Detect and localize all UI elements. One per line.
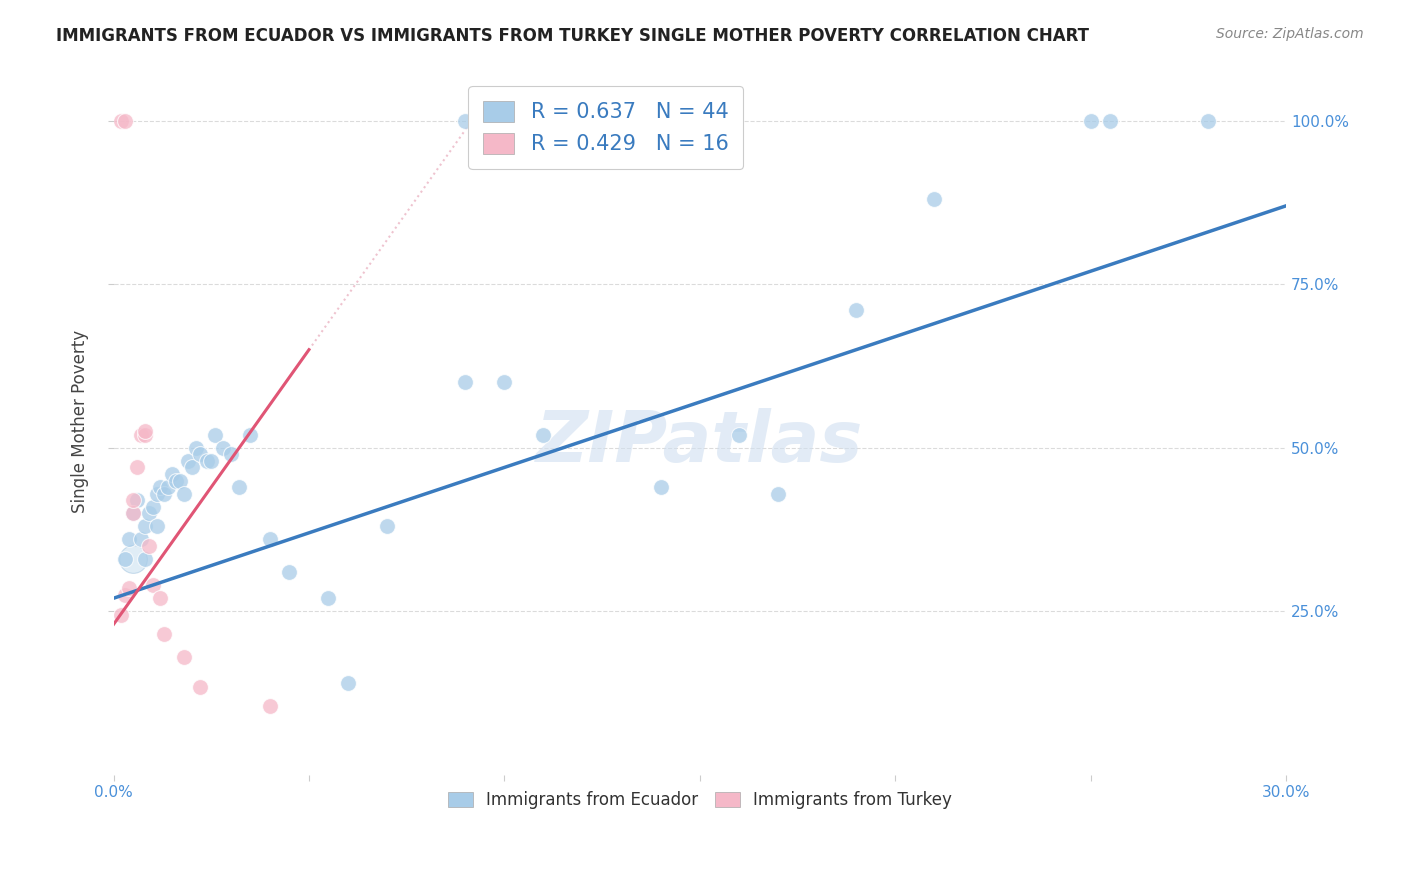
Point [766, 486, 789, 500]
Point [122, 493, 145, 508]
Point [118, 582, 141, 596]
Point [845, 303, 868, 318]
Point [122, 506, 145, 520]
Point [177, 454, 200, 468]
Point [142, 500, 165, 514]
Point [142, 578, 165, 592]
Point [160, 467, 183, 481]
Point [259, 699, 281, 714]
Point [650, 480, 672, 494]
Y-axis label: Single Mother Poverty: Single Mother Poverty [72, 330, 89, 513]
Point [173, 486, 195, 500]
Point [149, 480, 172, 494]
Point [138, 539, 160, 553]
Point [200, 454, 222, 468]
Point [114, 552, 136, 566]
Point [278, 565, 301, 579]
Point [125, 460, 148, 475]
Point [157, 480, 180, 494]
Point [494, 376, 516, 390]
Point [375, 519, 398, 533]
Point [134, 519, 156, 533]
Point [118, 533, 141, 547]
Point [129, 427, 152, 442]
Point [184, 441, 207, 455]
Point [1099, 113, 1122, 128]
Point [122, 552, 145, 566]
Point [259, 533, 281, 547]
Point [533, 427, 555, 442]
Legend: Immigrants from Ecuador, Immigrants from Turkey: Immigrants from Ecuador, Immigrants from… [441, 785, 959, 816]
Text: IMMIGRANTS FROM ECUADOR VS IMMIGRANTS FROM TURKEY SINGLE MOTHER POVERTY CORRELAT: IMMIGRANTS FROM ECUADOR VS IMMIGRANTS FR… [56, 27, 1090, 45]
Point [122, 506, 145, 520]
Point [454, 113, 477, 128]
Point [188, 680, 211, 694]
Point [125, 493, 148, 508]
Text: Source: ZipAtlas.com: Source: ZipAtlas.com [1216, 27, 1364, 41]
Point [114, 588, 136, 602]
Text: ZIPatlas: ZIPatlas [536, 409, 863, 477]
Point [922, 192, 945, 206]
Point [180, 460, 202, 475]
Point [145, 519, 167, 533]
Point [204, 427, 226, 442]
Point [337, 676, 360, 690]
Point [134, 425, 156, 439]
Point [1197, 113, 1219, 128]
Point [110, 113, 132, 128]
Point [138, 506, 160, 520]
Point [727, 427, 749, 442]
Point [153, 486, 176, 500]
Point [169, 474, 191, 488]
Point [145, 486, 167, 500]
Point [153, 627, 176, 641]
Point [129, 533, 152, 547]
Point [165, 474, 187, 488]
Point [318, 591, 340, 606]
Point [454, 376, 477, 390]
Point [149, 591, 172, 606]
Point [212, 441, 235, 455]
Point [219, 447, 242, 461]
Point [134, 552, 156, 566]
Point [173, 650, 195, 665]
Point [188, 447, 211, 461]
Point [1080, 113, 1102, 128]
Point [195, 454, 218, 468]
Point [239, 427, 262, 442]
Point [134, 427, 156, 442]
Point [228, 480, 250, 494]
Point [110, 607, 132, 622]
Point [114, 113, 136, 128]
